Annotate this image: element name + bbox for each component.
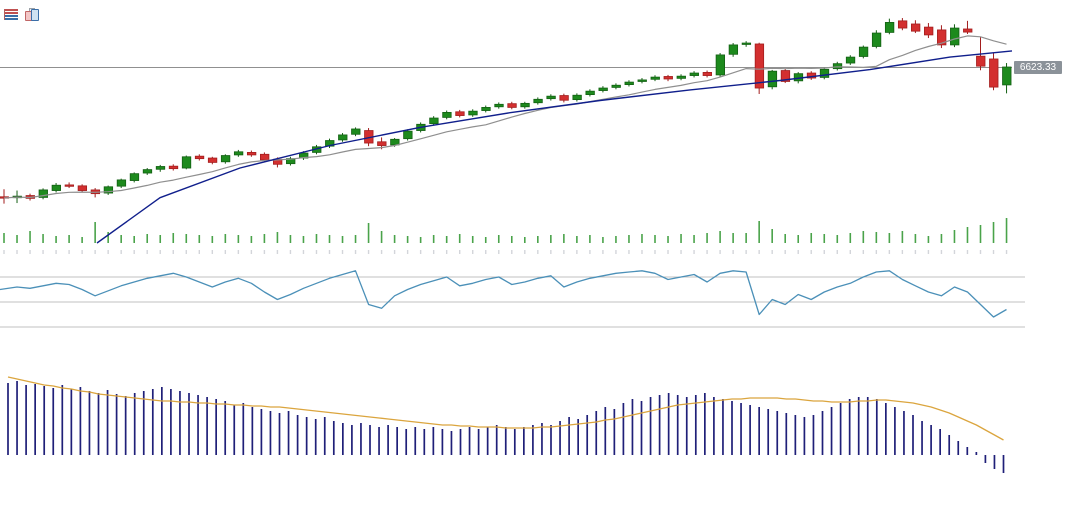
oscillator-panel [0,270,1025,328]
grid-rows-icon [4,8,18,20]
macd-panel [7,376,1005,473]
clipboard-page-blue [31,9,39,21]
volume-overlay [3,218,1008,243]
moving-averages [3,35,1013,244]
candlestick-series [0,18,1012,204]
date-tick-row [3,250,1008,254]
toolbar [4,8,39,21]
table-view-icon[interactable] [4,8,18,20]
chart-clipboard-icon[interactable] [25,8,39,21]
last-price-label: 6623.33 [1014,61,1062,74]
